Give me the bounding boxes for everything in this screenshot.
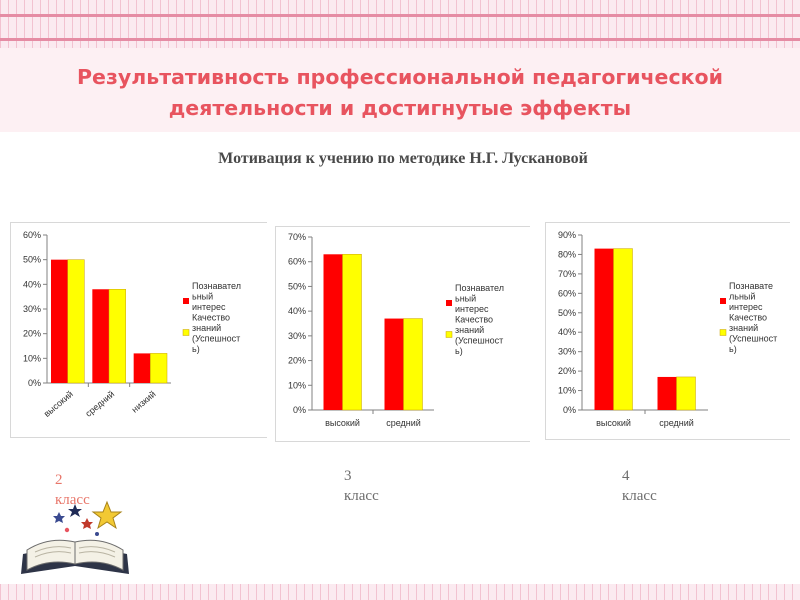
chart-grade-4-svg: 0% 10% 20% 30% 40% 50% 60% 70% 80% 90% высокий сред… (558, 230, 777, 428)
bar-quality-1 (403, 318, 423, 411)
x-tick-label: высокий (596, 418, 631, 428)
chart-grade-2-svg: 0% 10% 20% 30% 40% 50% 60% высокий средний низкий… (23, 230, 241, 419)
x-tick-label: высокий (325, 418, 360, 428)
bar-interest-1 (384, 318, 404, 410)
band-stripe (0, 14, 800, 17)
y-tick-label: 20% (23, 329, 41, 339)
y-tick-label: 0% (28, 378, 41, 388)
bar-interest-2 (133, 353, 151, 383)
star-icon (68, 504, 82, 517)
bar-interest-0 (51, 259, 68, 383)
caption-grade-3-word: класс (344, 488, 379, 504)
legend-swatch-quality (719, 329, 727, 336)
legend-label-quality: Качество знаний (Успешност ь) (455, 315, 503, 357)
sparkle-icon (64, 527, 70, 533)
y-tick-label: 20% (558, 366, 576, 376)
caption-grade-3-number: 3 (344, 468, 352, 484)
y-tick-label: 60% (288, 257, 306, 267)
y-tick-label: 40% (558, 327, 576, 337)
caption-grade-4-word: класс (622, 488, 657, 504)
caption-grade-4-number: 4 (622, 468, 630, 484)
caption-grade-2: 2 класс (55, 470, 90, 510)
bar-quality-0 (613, 248, 633, 411)
chart-grade-2: 0% 10% 20% 30% 40% 50% 60% высокий средний низкий… (10, 222, 267, 438)
slide-title-line1: Результативность профессиональной педаго… (77, 65, 723, 89)
x-tick-label: высокий (42, 389, 75, 419)
y-tick-label: 0% (563, 405, 576, 415)
x-tick-label: низкий (130, 389, 158, 415)
y-tick-label: 30% (288, 331, 306, 341)
bar-interest-1 (657, 376, 677, 410)
title-background (0, 48, 800, 132)
legend-swatch-interest (183, 298, 189, 304)
legend-label-quality: Качество знаний (Успешност ь) (192, 313, 240, 355)
x-tick-label: средний (83, 389, 116, 419)
bar-interest-1 (92, 289, 109, 383)
y-tick-label: 10% (288, 380, 306, 390)
book-lines (34, 546, 116, 558)
open-book-icon (21, 500, 129, 574)
legend-swatch-interest (720, 298, 726, 304)
caption-grade-3: 3 класс (344, 466, 379, 506)
y-tick-label: 70% (288, 232, 306, 242)
x-tick-label: средний (659, 418, 694, 428)
top-decorative-band (0, 0, 800, 48)
y-tick-label: 40% (288, 306, 306, 316)
slide-subtitle: Мотивация к учению по методике Н.Г. Луск… (218, 150, 588, 167)
y-tick-label: 30% (23, 304, 41, 314)
legend-swatch-interest (446, 300, 452, 306)
slide-title: Результативность профессиональной педаго… (0, 62, 800, 124)
book-right-page (74, 539, 124, 571)
bar-interest-0 (323, 254, 343, 410)
y-tick-label: 70% (558, 269, 576, 279)
y-tick-label: 20% (288, 356, 306, 366)
y-tick-label: 60% (23, 230, 41, 240)
bar-quality-0 (67, 259, 85, 384)
bar-quality-0 (342, 254, 362, 411)
slide-title-line2: деятельности и достигнутые эффекты (168, 96, 632, 120)
bottom-decorative-band (0, 584, 800, 600)
y-tick-label: 30% (558, 347, 576, 357)
star-icon (91, 500, 123, 530)
bar-quality-1 (108, 289, 126, 384)
star-icon (53, 512, 65, 523)
y-tick-label: 50% (558, 308, 576, 318)
legend-swatch-quality (445, 331, 453, 338)
star-icon (81, 518, 93, 529)
bar-quality-2 (150, 353, 168, 384)
y-tick-label: 0% (293, 405, 306, 415)
y-tick-label: 50% (23, 255, 41, 265)
y-tick-label: 80% (558, 249, 576, 259)
y-tick-label: 40% (23, 279, 41, 289)
caption-grade-2-word: класс (55, 492, 90, 508)
y-tick-label: 10% (558, 386, 576, 396)
chart-grade-3-svg: 0% 10% 20% 30% 40% 50% 60% 70% высокий средний Поз… (288, 232, 504, 428)
bar-interest-0 (594, 248, 614, 410)
legend-swatch-quality (182, 329, 190, 336)
chart-grade-3: 0% 10% 20% 30% 40% 50% 60% 70% высокий средний Поз… (275, 226, 530, 442)
y-tick-label: 50% (288, 281, 306, 291)
y-tick-label: 10% (23, 353, 41, 363)
sparkle-icon (95, 532, 99, 536)
caption-grade-4: 4 класс (622, 466, 657, 506)
bar-quality-1 (676, 376, 696, 411)
x-tick-label: средний (386, 418, 421, 428)
legend-label-quality: Качество знаний (Успешност ь) (729, 313, 777, 355)
y-tick-label: 90% (558, 230, 576, 240)
caption-grade-2-number: 2 (55, 472, 63, 488)
y-tick-label: 60% (558, 288, 576, 298)
chart-grade-4: 0% 10% 20% 30% 40% 50% 60% 70% 80% 90% высокий сред… (545, 222, 790, 440)
band-stripe (0, 38, 800, 41)
